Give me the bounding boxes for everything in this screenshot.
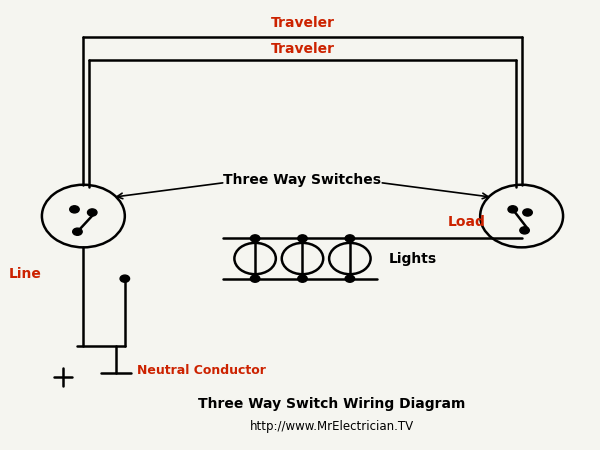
Circle shape [250, 235, 260, 242]
Circle shape [73, 228, 82, 235]
Text: Traveler: Traveler [271, 17, 334, 31]
Text: http://www.MrElectrician.TV: http://www.MrElectrician.TV [250, 420, 414, 433]
Circle shape [345, 235, 355, 242]
Circle shape [120, 275, 130, 282]
Circle shape [508, 206, 517, 213]
Text: Line: Line [9, 267, 42, 281]
Text: Load: Load [448, 216, 486, 230]
Circle shape [88, 209, 97, 216]
Circle shape [298, 235, 307, 242]
Text: Traveler: Traveler [271, 42, 334, 56]
Circle shape [523, 209, 532, 216]
Text: Three Way Switch Wiring Diagram: Three Way Switch Wiring Diagram [199, 397, 466, 411]
Circle shape [298, 275, 307, 282]
Circle shape [70, 206, 79, 213]
Text: Three Way Switches: Three Way Switches [223, 173, 382, 187]
Circle shape [520, 227, 529, 234]
Circle shape [345, 275, 355, 282]
Text: Lights: Lights [388, 252, 436, 266]
Text: Neutral Conductor: Neutral Conductor [137, 364, 266, 377]
Circle shape [250, 275, 260, 282]
